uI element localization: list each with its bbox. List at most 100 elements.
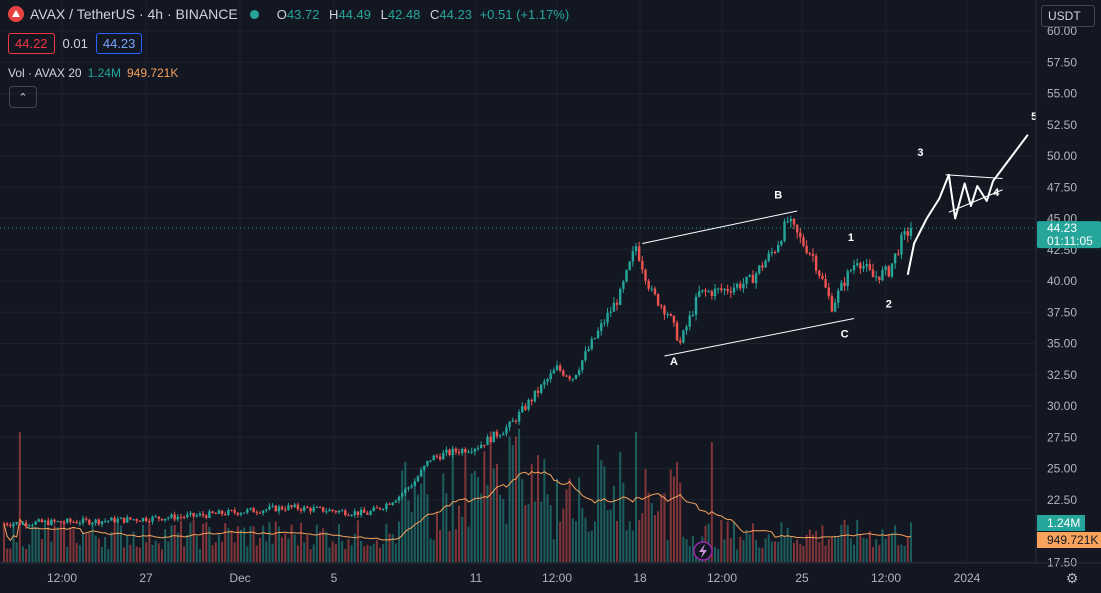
volume-bar [881,529,884,562]
volume-bar [148,521,151,562]
candle [91,523,94,525]
candle [400,493,404,497]
candle [502,433,505,436]
sell-button[interactable]: 44.22 [8,33,55,54]
candle [521,406,524,413]
volume-bar [47,527,50,562]
volume-bar [164,529,167,562]
candle [167,517,170,519]
volume-bar [439,529,442,562]
volume-bar [78,545,81,562]
volume-legend-label[interactable]: Vol · AVAX 20 [8,66,82,80]
candle [312,507,315,512]
buy-button[interactable]: 44.23 [95,33,143,54]
volume-bar [265,541,268,562]
volume-bar [606,510,609,562]
candle [625,269,628,282]
candle [141,517,145,522]
volume-bar [211,545,214,562]
volume-bar [53,525,56,562]
lightning-icon[interactable] [693,541,713,561]
volume-bar [12,521,15,562]
candle [704,289,707,292]
candle [691,314,695,316]
candle [802,237,805,246]
volume-bar [221,541,224,562]
candle [189,512,192,515]
volume-bar [255,545,258,562]
candle [742,283,745,289]
candle [34,521,37,525]
spread-value: 0.01 [62,36,88,51]
volume-bar [799,543,802,562]
candle [780,241,783,245]
candle [833,302,837,312]
volume-bar [3,524,5,562]
volume-bar [653,515,656,562]
volume-bar [309,549,312,562]
volume-bar [416,494,419,562]
gear-icon[interactable]: ⚙ [1065,570,1079,586]
candle [306,506,309,509]
volume-legend-ma: 949.721K [126,66,179,80]
symbol-title[interactable]: AVAX / TetherUS · 4h · BINANCE [30,6,238,22]
volume-bar [388,533,391,562]
candle [192,512,195,517]
price-tick-label: 27.50 [1047,430,1077,444]
candle [59,521,63,523]
volume-bar [293,534,296,562]
volume-bar [15,542,18,562]
candle [856,263,859,266]
volume-bar [420,483,423,562]
candle [378,507,382,510]
volume-bar [508,436,511,562]
candle [660,305,663,307]
candle [293,504,296,507]
candle [767,253,770,261]
candle [268,506,271,510]
time-tick-label: 27 [139,571,153,585]
volume-bar [628,521,631,562]
volume-bar [135,546,138,562]
candle [53,519,56,522]
candle [470,451,473,453]
candle [805,245,808,254]
volume-bar [97,538,100,562]
volume-bar [192,520,195,562]
candle [385,503,388,510]
volume-bar [401,470,404,562]
candle [239,513,243,515]
avax-logo-icon [8,6,24,22]
volume-bar [56,527,59,562]
currency-select[interactable]: USDT [1041,5,1095,27]
candle [249,508,252,510]
volume-bar [464,454,467,562]
volume-bar [360,540,363,562]
candle [160,518,164,521]
candle [148,521,151,523]
volume-bar [761,547,764,562]
volume-bar [350,545,353,562]
price-tick-label: 17.50 [1047,555,1077,569]
volume-bar [325,531,328,562]
volume-bar [521,479,524,562]
candle [176,516,179,520]
volume-bar [44,523,47,562]
candle [299,509,303,511]
candle [773,251,777,253]
candle [827,287,830,297]
volume-bar [524,505,527,562]
volume-bar [859,534,862,562]
volume-bar [75,542,78,562]
candle [467,451,470,453]
wave-label: C [841,328,849,340]
candle [824,279,827,288]
candle [337,510,341,513]
volume-bar [186,534,189,562]
volume-bar [578,477,581,562]
candle [865,264,868,267]
collapse-legend-button[interactable]: ⌃ [9,86,37,108]
candle [631,251,635,262]
candle [290,505,293,507]
